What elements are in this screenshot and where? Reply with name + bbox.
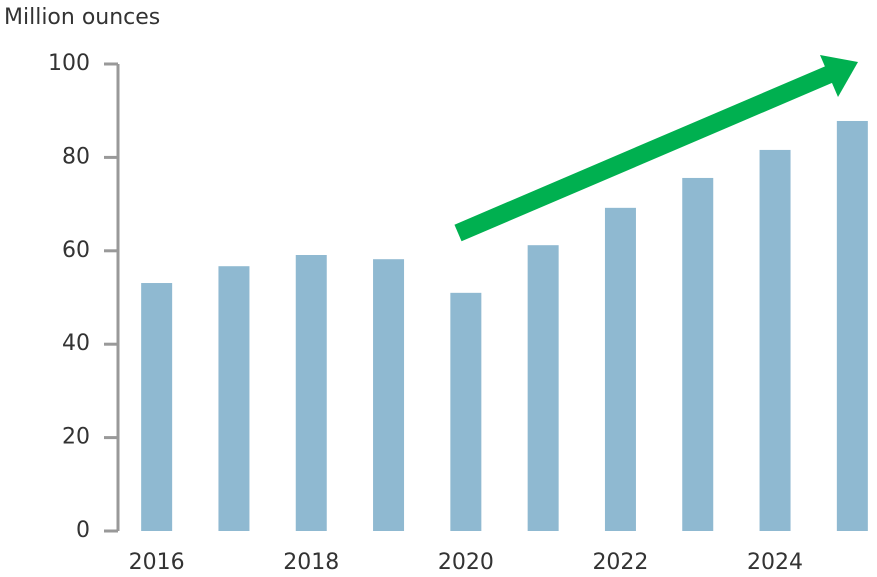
arrow-shaft (454, 65, 834, 242)
y-tick-label: 20 (62, 425, 90, 450)
y-tick-label: 60 (62, 238, 90, 263)
bar (373, 259, 405, 531)
bar (759, 149, 791, 532)
bar (295, 255, 327, 532)
bar (450, 292, 482, 531)
bar (218, 266, 250, 531)
x-tick-label: 2024 (747, 550, 803, 575)
x-tick-label: 2016 (129, 550, 185, 575)
y-tick-label: 80 (62, 144, 90, 169)
y-tick-label: 40 (62, 331, 90, 356)
bar (141, 283, 173, 531)
bar (604, 207, 636, 531)
y-tick-label: 0 (76, 518, 90, 543)
marks (141, 120, 868, 532)
y-tick-label: 100 (48, 51, 90, 76)
x-tick-label: 2020 (438, 550, 494, 575)
arrow-head (820, 55, 858, 97)
bar (836, 120, 868, 531)
x-tick-label: 2022 (592, 550, 648, 575)
trend-arrow (454, 55, 858, 242)
y-axis-label: Million ounces (4, 5, 160, 30)
bar (527, 245, 559, 532)
bar (682, 177, 714, 531)
x-tick-label: 2018 (283, 550, 339, 575)
